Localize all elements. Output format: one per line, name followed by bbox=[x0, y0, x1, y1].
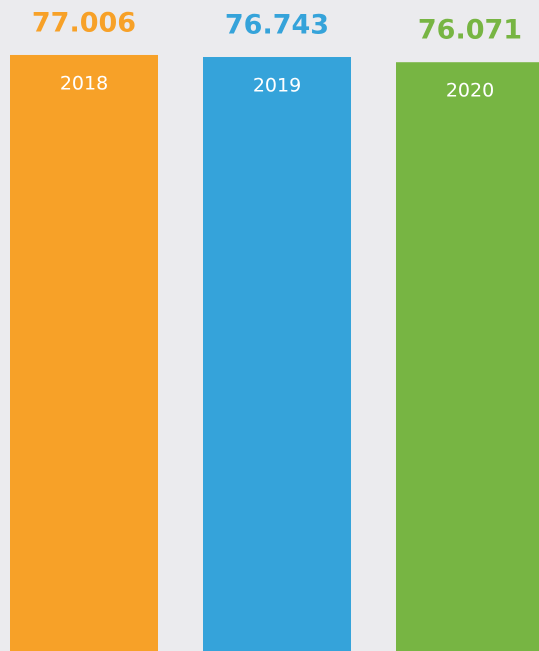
value-label: 76.743 bbox=[225, 10, 329, 41]
bar bbox=[203, 57, 351, 651]
value-label: 77.006 bbox=[32, 7, 136, 38]
chart: 77.006 2018 76.743 2019 76.071 2020 bbox=[0, 0, 539, 651]
category-label: 2018 bbox=[60, 72, 108, 94]
page: 77.006201876.743201976.0712020 (() => { … bbox=[0, 0, 539, 651]
category-label: 2019 bbox=[253, 75, 301, 97]
category-label: 2020 bbox=[446, 80, 494, 102]
value-label: 76.071 bbox=[418, 15, 522, 46]
bar bbox=[396, 62, 539, 651]
bar bbox=[10, 55, 158, 651]
